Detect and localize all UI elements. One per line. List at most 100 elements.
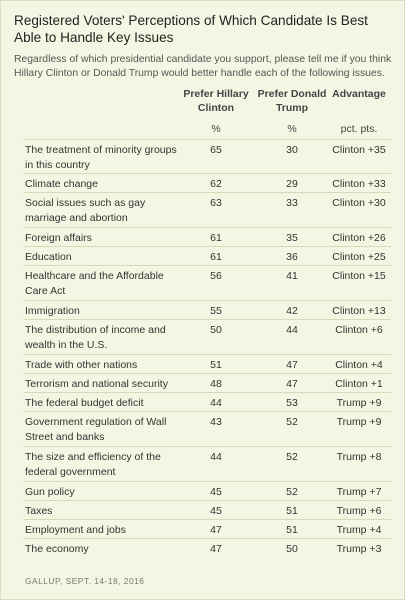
row-divider — [23, 173, 391, 174]
table-row: The treatment of minority groups in this… — [1, 139, 404, 173]
row-divider — [23, 481, 391, 482]
issue-cell: The treatment of minority groups in this… — [25, 144, 177, 171]
row-divider — [23, 319, 391, 320]
issue-cell: Gun policy — [25, 486, 75, 498]
advantage-cell: Trump +8 — [336, 451, 382, 463]
advantage-cell: Trump +3 — [336, 543, 382, 555]
issue-cell: The distribution of income and wealth in… — [25, 324, 166, 351]
row-divider — [23, 265, 391, 266]
header-clinton: Prefer Hillary Clinton — [183, 88, 249, 114]
trump-cell: 36 — [286, 251, 298, 263]
clinton-cell: 61 — [210, 232, 222, 244]
advantage-cell: Trump +9 — [336, 416, 382, 428]
issue-cell: The size and efficiency of the federal g… — [25, 451, 161, 478]
trump-cell: 50 — [286, 543, 298, 555]
advantage-cell: Clinton +26 — [332, 232, 386, 244]
unit-trump: % — [287, 123, 297, 135]
row-divider — [23, 300, 391, 301]
row-divider — [23, 354, 391, 355]
trump-cell: 44 — [286, 324, 298, 336]
trump-cell: 47 — [286, 378, 298, 390]
row-divider — [23, 411, 391, 412]
trump-cell: 35 — [286, 232, 298, 244]
advantage-cell: Clinton +30 — [332, 197, 386, 209]
issue-cell: Government regulation of Wall Street and… — [25, 416, 167, 443]
clinton-cell: 48 — [210, 378, 222, 390]
table-row: Climate change 62 29 Clinton +33 — [1, 173, 404, 192]
row-divider — [23, 139, 391, 140]
header-trump: Prefer Donald Trump — [257, 88, 327, 114]
table-row: Government regulation of Wall Street and… — [1, 411, 404, 446]
row-divider — [23, 392, 391, 393]
trump-cell: 52 — [286, 486, 298, 498]
trump-cell: 47 — [286, 359, 298, 371]
clinton-cell: 44 — [210, 451, 222, 463]
clinton-cell: 47 — [210, 543, 222, 555]
issue-cell: Trade with other nations — [25, 359, 138, 371]
table-row: The federal budget deficit 44 53 Trump +9 — [1, 392, 404, 411]
issue-cell: Healthcare and the Affordable Care Act — [25, 270, 164, 297]
clinton-cell: 47 — [210, 524, 222, 536]
issue-cell: Taxes — [25, 505, 53, 517]
issue-cell: Immigration — [25, 305, 80, 317]
trump-cell: 29 — [286, 178, 298, 190]
clinton-cell: 62 — [210, 178, 222, 190]
clinton-cell: 61 — [210, 251, 222, 263]
advantage-cell: Clinton +15 — [332, 270, 386, 282]
table-row: Taxes 45 51 Trump +6 — [1, 500, 404, 519]
clinton-cell: 45 — [210, 505, 222, 517]
table-subtitle: Regardless of which presidential candida… — [14, 54, 392, 79]
issue-cell: Climate change — [25, 178, 98, 190]
advantage-cell: Clinton +13 — [332, 305, 386, 317]
table-row: Trade with other nations 51 47 Clinton +4 — [1, 354, 404, 373]
row-divider — [23, 538, 391, 539]
table-row: Social issues such as gay marriage and a… — [1, 192, 404, 227]
advantage-cell: Trump +4 — [336, 524, 382, 536]
trump-cell: 30 — [286, 144, 298, 156]
row-divider — [23, 519, 391, 520]
trump-cell: 33 — [286, 197, 298, 209]
advantage-cell: Trump +6 — [336, 505, 382, 517]
table-row: Education 61 36 Clinton +25 — [1, 246, 404, 265]
clinton-cell: 55 — [210, 305, 222, 317]
advantage-cell: Trump +9 — [336, 397, 382, 409]
trump-cell: 41 — [286, 270, 298, 282]
clinton-cell: 65 — [210, 144, 222, 156]
table-row: Gun policy 45 52 Trump +7 — [1, 481, 404, 500]
issue-cell: The economy — [25, 543, 89, 555]
table-row: Foreign affairs 61 35 Clinton +26 — [1, 227, 404, 246]
row-divider — [23, 373, 391, 374]
clinton-cell: 43 — [210, 416, 222, 428]
issue-cell: Terrorism and national security — [25, 378, 168, 390]
table-row: The size and efficiency of the federal g… — [1, 446, 404, 481]
row-divider — [23, 246, 391, 247]
row-divider — [23, 227, 391, 228]
trump-cell: 51 — [286, 524, 298, 536]
advantage-cell: Clinton +4 — [335, 359, 383, 371]
advantage-cell: Clinton +35 — [332, 144, 386, 156]
issue-cell: Foreign affairs — [25, 232, 92, 244]
source-note: GALLUP, SEPT. 14-18, 2016 — [25, 576, 145, 586]
unit-clinton: % — [211, 123, 221, 135]
table-row: The distribution of income and wealth in… — [1, 319, 404, 354]
clinton-cell: 51 — [210, 359, 222, 371]
table-title: Registered Voters' Perceptions of Which … — [14, 13, 368, 45]
clinton-cell: 45 — [210, 486, 222, 498]
row-divider — [23, 500, 391, 501]
clinton-cell: 50 — [210, 324, 222, 336]
clinton-cell: 63 — [210, 197, 222, 209]
issue-cell: Employment and jobs — [25, 524, 126, 536]
table-row: Employment and jobs 47 51 Trump +4 — [1, 519, 404, 538]
trump-cell: 52 — [286, 416, 298, 428]
advantage-cell: Clinton +33 — [332, 178, 386, 190]
issue-cell: Education — [25, 251, 72, 263]
row-divider — [23, 446, 391, 447]
row-divider — [23, 192, 391, 193]
unit-advantage: pct. pts. — [340, 123, 378, 135]
clinton-cell: 44 — [210, 397, 222, 409]
clinton-cell: 56 — [210, 270, 222, 282]
advantage-cell: Clinton +25 — [332, 251, 386, 263]
table-row: The economy 47 50 Trump +3 — [1, 538, 404, 557]
issue-cell: The federal budget deficit — [25, 397, 144, 409]
